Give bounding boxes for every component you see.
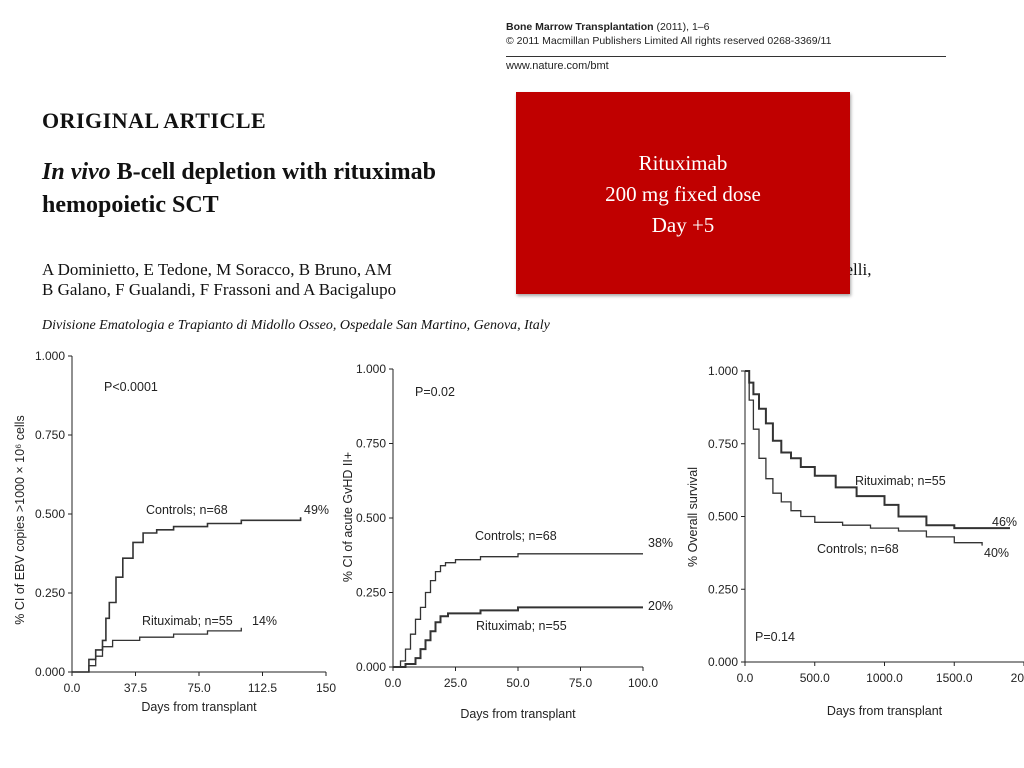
chart-1: 0.000 0.250 0.500 0.750 1.000 0.0 37.5 75.0 112.… [13,349,336,714]
y-axis-label: % CI of EBV copies >1000 × 10⁶ cells [13,415,27,624]
y-tick-label: 0.750 [708,437,738,451]
title-line2: hemopoietic SCT [42,192,219,218]
y-tick-label: 0.750 [35,428,65,442]
series-end-label: 46% [992,515,1017,529]
authors-line1: A Dominietto, E Tedone, M Soracco, B Bru… [42,260,392,279]
series-end-label: 38% [648,536,673,550]
series-label: Rituximab; n=55 [142,614,233,628]
y-tick-label: 0.250 [708,582,738,596]
x-axis-label: Days from transplant [460,707,576,721]
y-axis-label: % Overall survival [686,467,700,567]
authors-line2: B Galano, F Gualandi, F Frassoni and A B… [42,280,397,299]
article-title: In vivo B-cell depletion with rituximab … [42,156,942,222]
series-label: Controls; n=68 [817,542,899,556]
x-axis-label: Days from transplant [141,700,257,714]
p-value: P=0.14 [755,630,795,644]
title-line1: B-cell depletion with rituximab [116,159,436,185]
journal-title: Bone Marrow Transplantation [506,21,654,33]
journal-header: Bone Marrow Transplantation (2011), 1–6 … [506,20,831,48]
y-tick-label: 0.250 [35,586,65,600]
article-affiliation: Divisione Ematologia e Trapianto di Mido… [42,318,550,333]
journal-year-pages: (2011), 1–6 [656,21,710,33]
y-tick-label: 0.250 [356,586,386,600]
y-axis-label: % CI of acute GvHD II+ [341,452,355,582]
callout-line3: Day +5 [651,213,715,237]
x-tick-label: 0.0 [385,676,402,690]
x-tick-label: 37.5 [124,681,148,695]
y-tick-label: 0.500 [356,511,386,525]
journal-url: www.nature.com/bmt [506,60,609,72]
x-tick-label: 2000 [1011,671,1024,685]
series-end-label: 20% [648,599,673,613]
y-tick-label: 0.500 [708,510,738,524]
series-label: Rituximab; n=55 [476,619,567,633]
callout-line2: 200 mg fixed dose [605,182,761,206]
x-axis-label: Days from transplant [827,704,943,718]
series-line [745,370,1010,530]
x-tick-label: 1000.0 [866,671,903,685]
series-end-label: 49% [304,503,329,517]
x-tick-label: 100.0 [628,676,658,690]
series-line [72,517,302,673]
y-tick-label: 0.750 [356,437,386,451]
x-tick-label: 112.5 [248,681,277,695]
article-section: ORIGINAL ARTICLE [42,108,267,133]
series-end-label: 40% [984,546,1009,560]
p-value: P=0.02 [415,385,455,399]
y-tick-label: 1.000 [356,362,386,376]
series-line [393,606,643,668]
series-label: Rituximab; n=55 [855,474,946,488]
series-line [745,370,983,546]
x-tick-label: 1500.0 [936,671,973,685]
x-tick-label: 25.0 [444,676,468,690]
y-tick-label: 0.500 [35,507,65,521]
x-tick-label: 0.0 [737,671,754,685]
x-tick-label: 150 [316,681,336,695]
series-line [393,553,643,668]
y-tick-label: 1.000 [35,349,65,363]
y-tick-label: 0.000 [35,665,65,679]
callout-line1: Rituximab [638,151,728,175]
x-tick-label: 75.0 [187,681,211,695]
y-tick-label: 0.000 [708,655,738,669]
header-divider [506,56,946,57]
x-tick-label: 0.0 [64,681,81,695]
y-tick-label: 1.000 [708,364,738,378]
y-tick-label: 0.000 [356,660,386,674]
chart-2: 0.000 0.250 0.500 0.750 1.000 0.0 25.0 50.0 75.0… [341,362,673,721]
x-tick-label: 75.0 [569,676,593,690]
p-value: P<0.0001 [104,380,158,394]
series-line [72,627,242,673]
x-tick-label: 50.0 [506,676,530,690]
chart-3: 0.000 0.250 0.500 0.750 1.000 0.0 500.0 1000.0 1… [686,364,1024,718]
series-label: Controls; n=68 [146,503,228,517]
series-end-label: 14% [252,614,277,628]
journal-copyright: © 2011 Macmillan Publishers Limited All … [506,35,832,47]
rituximab-callout-box: Rituximab 200 mg fixed dose Day +5 [516,92,850,294]
x-tick-label: 500.0 [800,671,830,685]
article-authors: A Dominietto, E Tedone, M Soracco, B Bru… [42,260,942,300]
series-label: Controls; n=68 [475,529,557,543]
title-italic: In vivo [42,159,111,185]
